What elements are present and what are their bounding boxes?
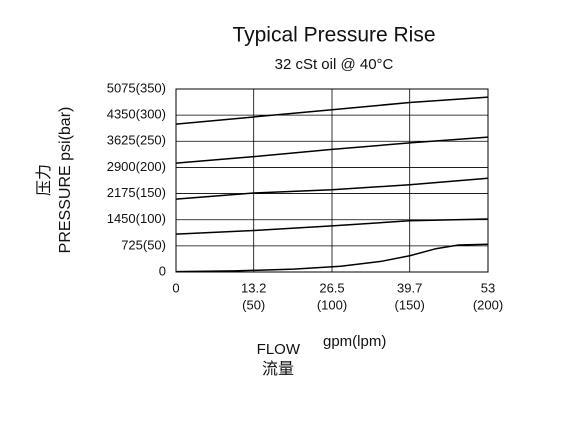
x-tick-label: 26.5 [319, 280, 344, 295]
curve [175, 177, 489, 200]
curve [175, 136, 489, 164]
x-tick-label: 53 [481, 280, 495, 295]
x-tick-label: 13.2 [241, 280, 266, 295]
y-tick-label: 725(50) [121, 237, 166, 252]
y-tick-label: 4350(300) [107, 107, 166, 122]
x-tick-label: 0 [172, 280, 179, 295]
chart-title: Typical Pressure Rise [232, 24, 435, 47]
y-tick-label: 5075(350) [107, 80, 166, 95]
curve [175, 243, 489, 273]
y-label-cn: 压力 [35, 164, 53, 196]
x-label-unit: gpm(lpm) [323, 333, 386, 350]
y-tick-label: 1450(100) [107, 211, 166, 226]
x-tick-sublabel: (100) [317, 297, 347, 312]
x-tick-label: 39.7 [397, 280, 422, 295]
chart-subtitle: 32 cSt oil @ 40°C [275, 56, 394, 73]
x-label: FLOW [257, 341, 301, 358]
y-tick-label: 3625(250) [107, 133, 166, 148]
x-tick-sublabel: (50) [242, 297, 265, 312]
curve [175, 218, 489, 235]
x-tick-sublabel: (150) [395, 297, 425, 312]
x-tick-sublabel: (200) [473, 297, 503, 312]
y-tick-label: 2175(150) [107, 185, 166, 200]
x-label-cn: 流量 [262, 360, 294, 378]
y-label: PRESSURE psi(bar) [57, 107, 74, 254]
y-tick-label: 0 [159, 263, 166, 278]
curve [175, 96, 489, 125]
y-tick-label: 2900(200) [107, 159, 166, 174]
